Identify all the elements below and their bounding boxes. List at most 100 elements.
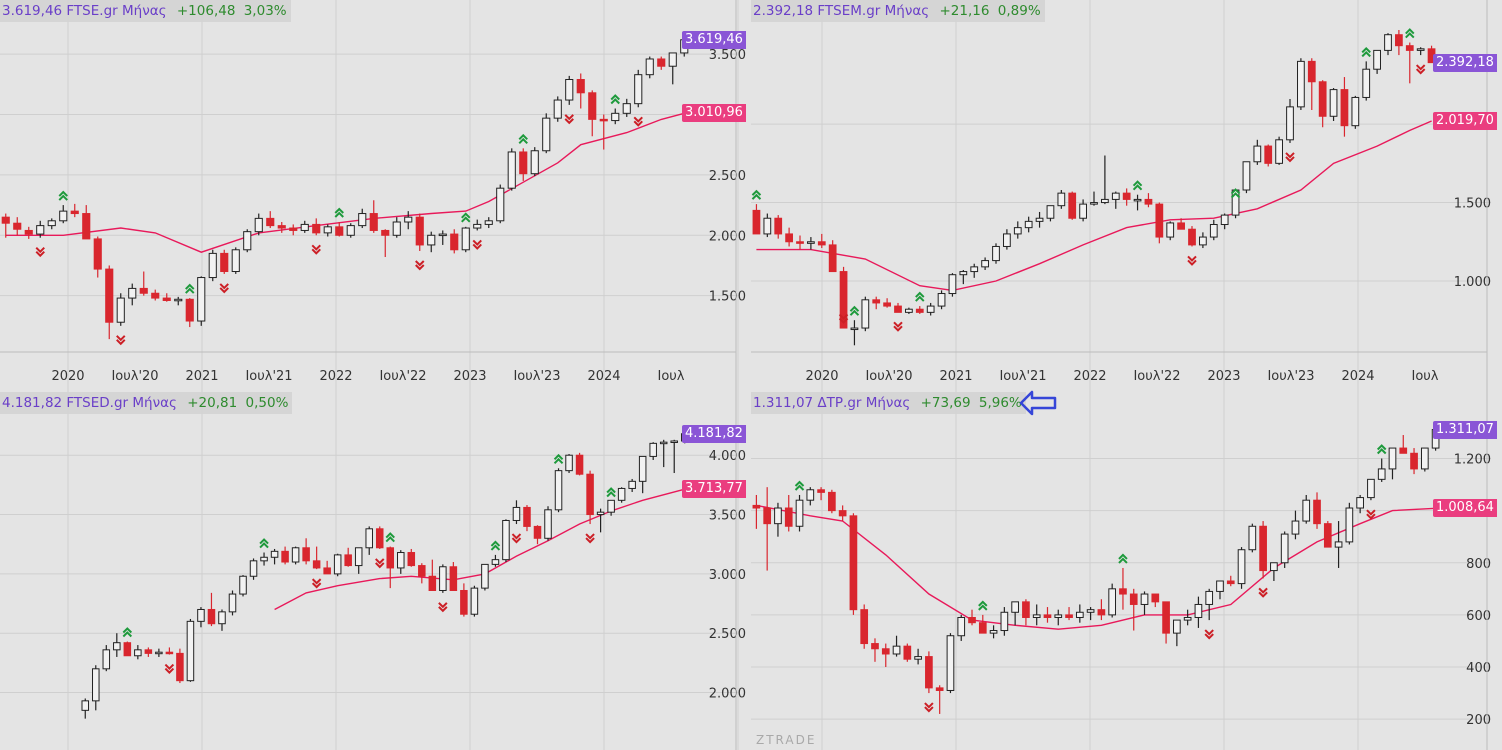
candle-body — [1298, 61, 1305, 106]
candle-body — [1102, 199, 1109, 202]
candle — [1221, 214, 1228, 230]
buy-signal-icon — [796, 482, 804, 490]
candle — [1036, 212, 1043, 228]
candle — [1076, 604, 1083, 622]
chart-panel-ftse[interactable]: 1.5002.0002.5003.0003.5002020Ιουλ'202021… — [0, 0, 751, 392]
candle-body — [555, 471, 562, 510]
candle-body — [117, 298, 124, 322]
candle-body — [629, 481, 636, 488]
candle — [292, 547, 299, 565]
candle — [1066, 607, 1073, 620]
candle — [906, 308, 913, 314]
header-symbol: 2.392,18 FTSEM.gr Μήνας — [753, 3, 929, 19]
candle-body — [229, 594, 236, 612]
buy-signal-icon — [752, 191, 760, 199]
chart-panel-ftsed[interactable]: 2.000 2.500 3.000 3.500 4.000 4.181,82 FTSED… — [0, 392, 751, 750]
candle-body — [1357, 498, 1364, 508]
y-tick-label: 2.000 — [709, 229, 746, 244]
candle-body — [1080, 204, 1087, 218]
candle — [48, 218, 55, 229]
candle-body — [376, 529, 383, 548]
moving-average-line — [756, 505, 1435, 629]
candle — [916, 306, 923, 314]
candle-body — [416, 217, 423, 245]
candle — [1271, 563, 1278, 581]
candle — [862, 297, 869, 332]
candle — [429, 560, 436, 591]
x-tick-label: 2020 — [51, 369, 84, 384]
candle-body — [1314, 500, 1321, 523]
candle-body — [982, 261, 989, 267]
candle — [471, 586, 478, 617]
candle — [366, 526, 373, 554]
candle — [1130, 589, 1137, 631]
candle — [240, 575, 247, 596]
candle-body — [292, 548, 299, 562]
candle — [1195, 597, 1202, 628]
candle — [927, 303, 934, 316]
candle-body — [1303, 500, 1310, 521]
buy-signal-icon — [386, 534, 394, 542]
candle — [1303, 495, 1310, 524]
candle-body — [1330, 90, 1337, 117]
candle-body — [1249, 526, 1256, 549]
x-tick-label: 2022 — [319, 369, 352, 384]
ma-value-tag: 3.713,77 — [682, 480, 746, 498]
candle — [608, 500, 615, 515]
candle-body — [1141, 594, 1148, 604]
candle-body — [608, 500, 615, 512]
buy-signal-icon — [1119, 555, 1127, 563]
candle-body — [1120, 589, 1127, 594]
candle-body — [1254, 146, 1261, 162]
candle — [639, 456, 646, 493]
chart-svg[interactable]: 2.000 2.500 3.000 3.500 4.000 — [0, 392, 751, 750]
chart-svg[interactable]: 1.5002.0002.5003.0003.5002020Ιουλ'202021… — [0, 0, 751, 392]
candle-body — [1341, 90, 1348, 126]
candle — [278, 222, 285, 233]
candle — [1217, 581, 1224, 599]
header-change-pct: 3,03% — [244, 3, 287, 19]
candle-body — [979, 623, 986, 633]
candle-body — [796, 500, 803, 526]
candle-body — [906, 309, 913, 312]
y-tick-label: 1.500 — [1454, 197, 1491, 212]
chart-svg[interactable]: 1.0001.5002.0002020Ιουλ'202021Ιουλ'21202… — [751, 0, 1502, 392]
candle — [1145, 193, 1152, 207]
buy-signal-icon — [555, 455, 563, 463]
candle-body — [1156, 204, 1163, 237]
candle-body — [1260, 526, 1267, 570]
candle-body — [1184, 617, 1191, 620]
candle — [1243, 162, 1250, 193]
candle — [419, 563, 426, 583]
candle-body — [163, 298, 170, 300]
candle — [60, 205, 67, 223]
candle-body — [1346, 508, 1353, 542]
candle-body — [618, 488, 625, 500]
candle-body — [658, 59, 665, 66]
candle-body — [177, 653, 184, 680]
candle — [334, 554, 341, 577]
candle — [650, 442, 657, 460]
candle — [1025, 217, 1032, 233]
sell-signal-icon — [565, 115, 573, 123]
chart-panel-ftsem[interactable]: 1.0001.5002.0002020Ιουλ'202021Ιουλ'21202… — [751, 0, 1502, 392]
buy-signal-icon — [59, 192, 67, 200]
candle — [597, 509, 604, 533]
candle — [1238, 547, 1245, 589]
candle — [244, 229, 251, 252]
candle — [405, 211, 412, 229]
candle — [376, 526, 383, 549]
candle — [440, 564, 447, 592]
x-tick-label: 2023 — [453, 369, 486, 384]
candle — [1400, 435, 1407, 453]
candle-body — [1033, 615, 1040, 618]
sell-signal-icon — [312, 245, 320, 253]
x-tick-label: 2024 — [587, 369, 620, 384]
candle-body — [971, 267, 978, 272]
candle — [177, 649, 184, 683]
candle-body — [520, 152, 527, 174]
sell-signal-icon — [1205, 630, 1213, 638]
candle-body — [166, 652, 173, 654]
